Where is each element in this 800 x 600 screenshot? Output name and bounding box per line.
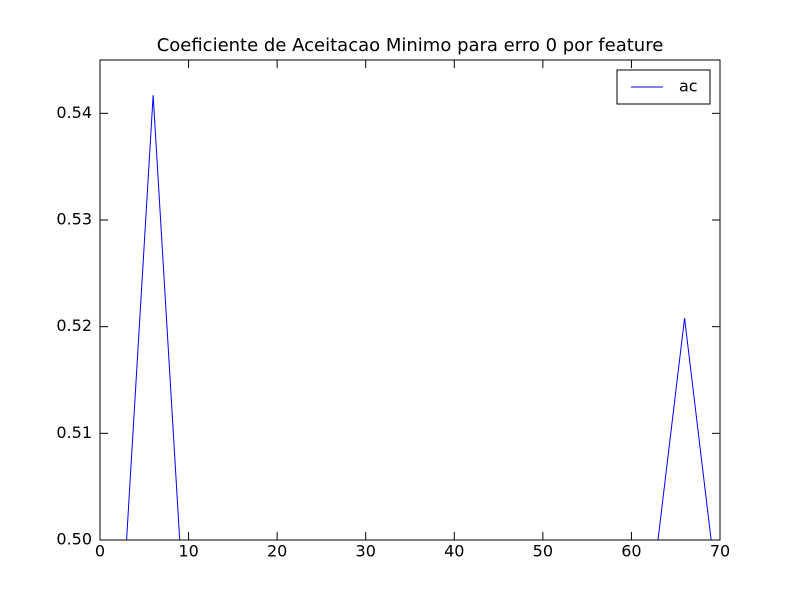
y-tick-label: 0.54: [56, 103, 92, 122]
x-tick-label: 70: [710, 542, 730, 561]
x-tick-label: 20: [267, 542, 287, 561]
x-tick-label: 40: [444, 542, 464, 561]
y-tick-label: 0.50: [56, 530, 92, 549]
x-tick-label: 60: [621, 542, 641, 561]
y-tick-label: 0.52: [56, 316, 92, 335]
plot-frame: [99, 59, 721, 541]
x-tick-label: 0: [95, 542, 105, 561]
chart-title: Coeficiente de Aceitacao Minimo para err…: [157, 35, 664, 56]
x-tick-label: 30: [356, 542, 376, 561]
y-tick-label: 0.51: [56, 423, 92, 442]
legend-label: ac: [679, 77, 698, 96]
y-tick-label: 0.53: [56, 210, 92, 229]
x-tick-label: 10: [178, 542, 198, 561]
x-tick-label: 50: [533, 542, 553, 561]
